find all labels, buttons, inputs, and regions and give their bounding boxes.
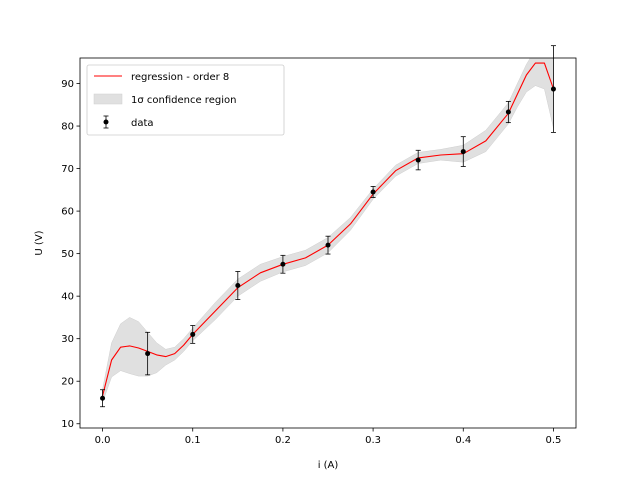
y-axis-ticks: 10 20 30 40 50 60 70 80 90 bbox=[61, 79, 80, 430]
data-point bbox=[325, 242, 331, 248]
y-tick-label: 90 bbox=[61, 79, 74, 90]
legend-confidence-label: 1σ confidence region bbox=[131, 95, 236, 106]
x-tick-label: 0.5 bbox=[546, 435, 562, 446]
legend-data-label: data bbox=[131, 118, 154, 129]
y-tick-label: 70 bbox=[61, 164, 74, 175]
y-tick-label: 80 bbox=[61, 122, 74, 133]
y-tick-label: 10 bbox=[61, 419, 74, 430]
y-tick-label: 60 bbox=[61, 207, 74, 218]
legend-regression-label: regression - order 8 bbox=[131, 72, 229, 83]
legend-data-marker bbox=[103, 119, 109, 125]
x-tick-label: 0.4 bbox=[455, 435, 471, 446]
y-tick-label: 50 bbox=[61, 249, 74, 260]
legend: regression - order 8 1σ confidence regio… bbox=[86, 64, 285, 136]
data-point-layer bbox=[100, 86, 556, 401]
data-point bbox=[415, 157, 421, 163]
x-axis-ticks: 0.0 0.1 0.2 0.3 0.4 0.5 bbox=[95, 428, 562, 446]
x-axis-label: i (A) bbox=[318, 460, 339, 471]
y-tick-label: 40 bbox=[61, 292, 74, 303]
data-point bbox=[505, 109, 511, 115]
data-point bbox=[280, 261, 286, 267]
data-point bbox=[145, 351, 151, 357]
data-point bbox=[190, 331, 196, 337]
y-tick-label: 20 bbox=[61, 377, 74, 388]
y-tick-label: 30 bbox=[61, 334, 74, 345]
data-point bbox=[550, 86, 556, 92]
data-point bbox=[100, 395, 106, 401]
legend-confidence-swatch bbox=[93, 93, 123, 105]
y-axis-label: U (V) bbox=[34, 230, 45, 255]
x-tick-label: 0.1 bbox=[185, 435, 201, 446]
x-tick-label: 0.2 bbox=[275, 435, 291, 446]
x-tick-label: 0.3 bbox=[365, 435, 381, 446]
data-point bbox=[235, 283, 241, 289]
data-point bbox=[460, 149, 466, 155]
x-tick-label: 0.0 bbox=[95, 435, 111, 446]
plot-frame bbox=[79, 57, 577, 429]
legend-frame bbox=[86, 64, 285, 136]
plot-area bbox=[100, 45, 556, 408]
data-point bbox=[370, 189, 376, 195]
error-bar-layer bbox=[100, 45, 556, 408]
